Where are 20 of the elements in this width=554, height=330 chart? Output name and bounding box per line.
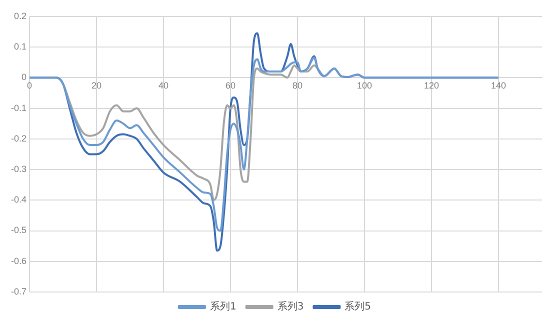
y-tick-label: -0.5 bbox=[10, 225, 27, 236]
y-tick-label: -0.4 bbox=[10, 194, 27, 205]
y-tick-label: 0.1 bbox=[14, 42, 27, 52]
x-tick-label: 20 bbox=[91, 80, 102, 91]
y-tick-label: -0.6 bbox=[10, 256, 27, 266]
x-tick-label: 60 bbox=[225, 80, 236, 91]
y-tick-label: 0.2 bbox=[14, 10, 27, 21]
y-tick-label: -0.3 bbox=[10, 164, 27, 174]
x-tick-label: 80 bbox=[292, 80, 302, 91]
legend-label: 系列5 bbox=[344, 300, 372, 313]
y-tick-label: -0.1 bbox=[10, 102, 27, 113]
y-tick-label: -0.7 bbox=[10, 286, 27, 296]
x-tick-label: 140 bbox=[490, 80, 506, 91]
legend-label: 系列3 bbox=[277, 300, 304, 313]
legend-label: 系列1 bbox=[210, 300, 236, 313]
y-tick-label: -0.2 bbox=[10, 133, 27, 144]
x-tick-label: 120 bbox=[424, 80, 439, 91]
y-tick-label: 0 bbox=[21, 72, 27, 82]
x-tick-label: 100 bbox=[356, 80, 372, 91]
x-tick-label: 40 bbox=[158, 80, 168, 91]
